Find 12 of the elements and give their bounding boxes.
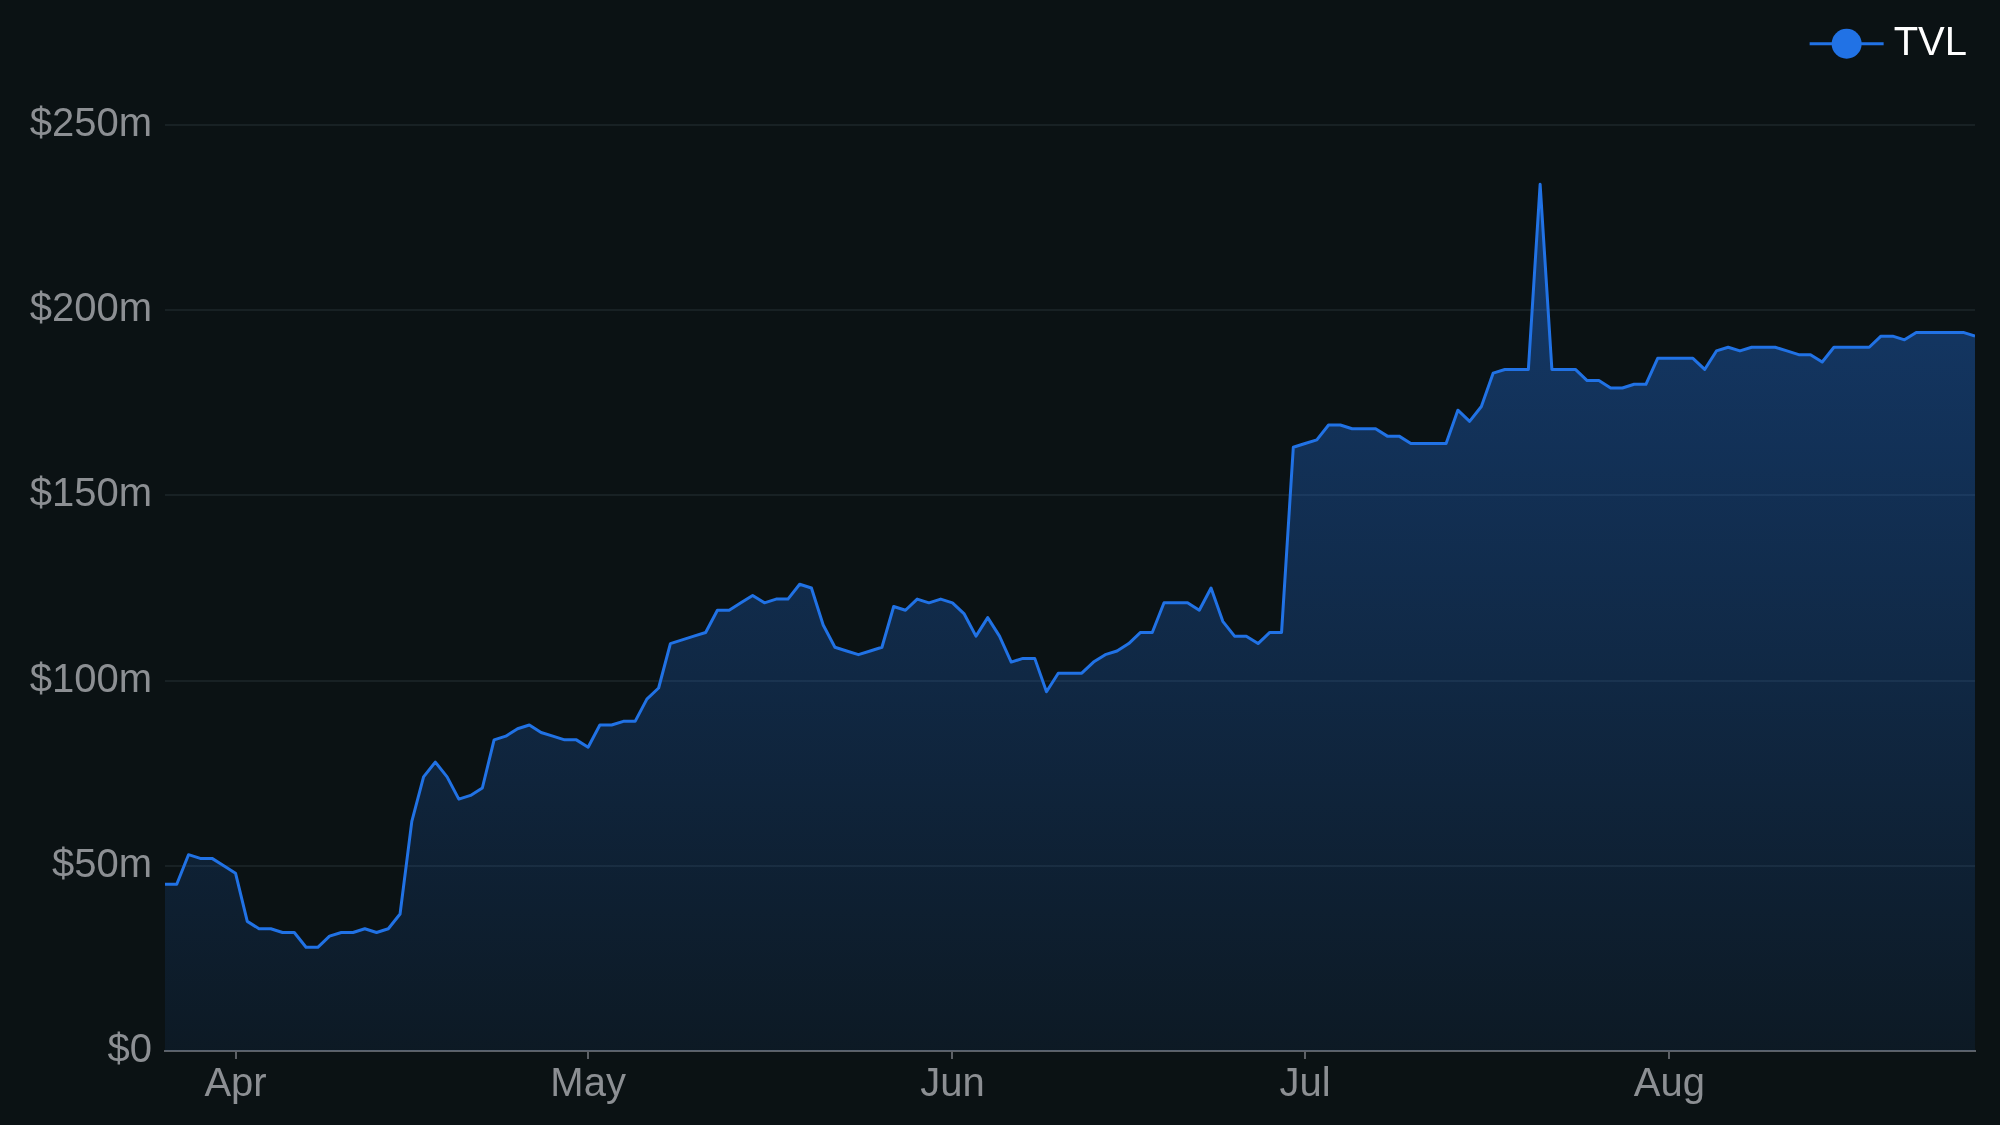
- y-tick-label: $150m: [29, 470, 152, 515]
- x-tick-label: May: [550, 1060, 626, 1105]
- y-tick-label: $50m: [51, 840, 152, 885]
- x-tick-label: Aug: [1633, 1060, 1705, 1105]
- x-tick-label: Apr: [204, 1060, 267, 1105]
- x-tick-label: Jun: [920, 1060, 985, 1105]
- x-tick-label: Jul: [1279, 1060, 1331, 1105]
- legend-label: TVL: [1893, 18, 1967, 63]
- y-tick-label: $200m: [29, 285, 152, 330]
- y-tick-label: $100m: [29, 655, 152, 700]
- y-tick-label: $0: [107, 1026, 152, 1071]
- y-tick-label: $250m: [29, 100, 152, 145]
